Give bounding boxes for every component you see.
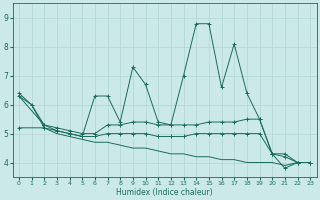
X-axis label: Humidex (Indice chaleur): Humidex (Indice chaleur): [116, 188, 213, 197]
